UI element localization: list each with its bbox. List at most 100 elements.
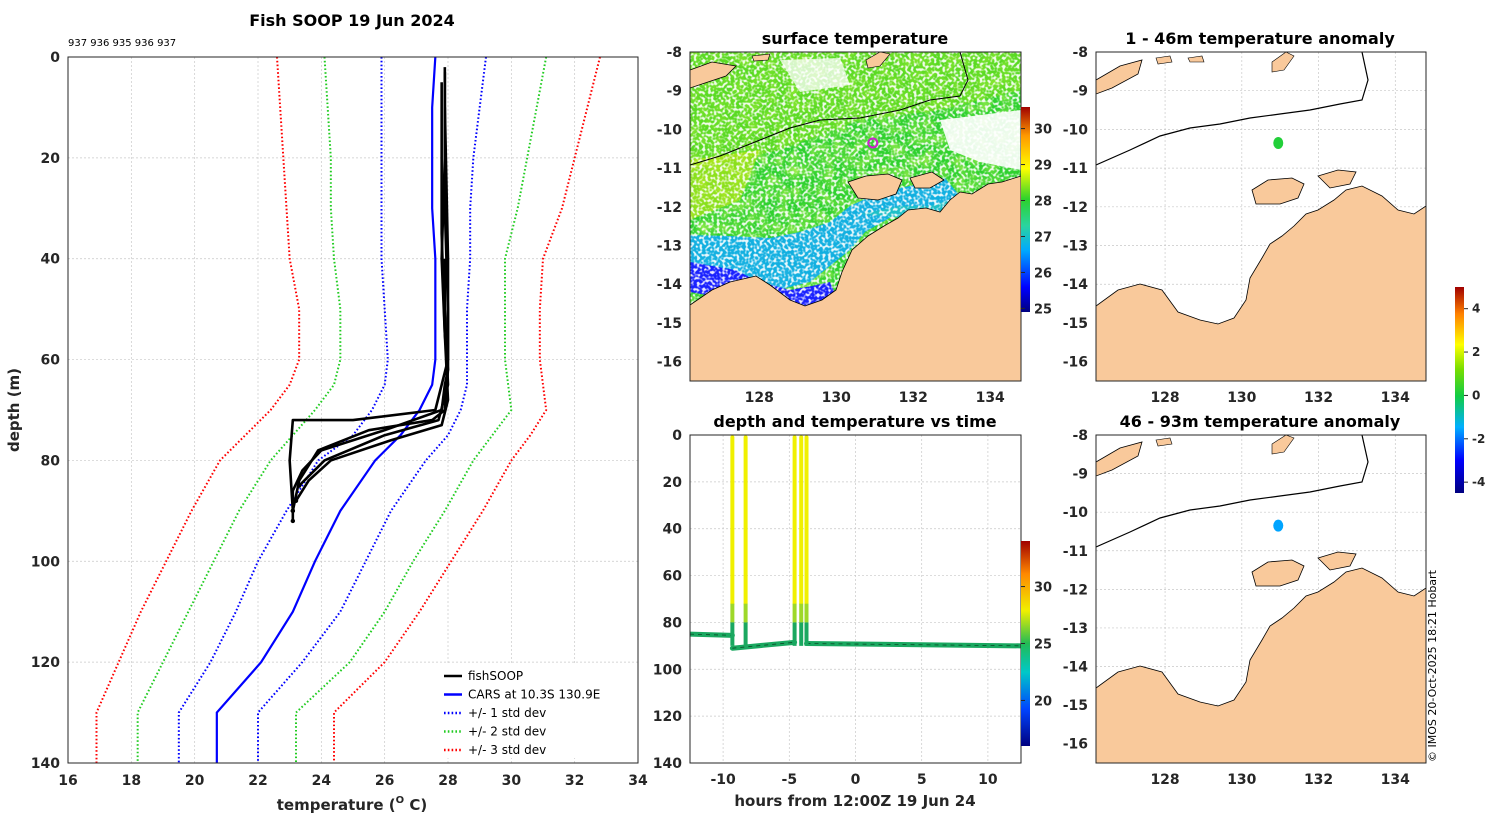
map-lat-tick-label: -14 — [1063, 277, 1089, 293]
legend-label: +/- 2 std dev — [468, 725, 546, 739]
sst-colorbar-label: 26 — [1034, 266, 1052, 281]
anomaly-colorbar-label: 0 — [1472, 388, 1480, 402]
map-lon-tick-label: 134 — [1381, 772, 1410, 788]
profile-series-line — [333, 56, 601, 763]
profile-ytick-label: 60 — [41, 353, 61, 369]
profile-title: Fish SOOP 19 Jun 2024 — [249, 11, 455, 30]
profile-xtick-label: 16 — [58, 773, 77, 789]
profile-subtitle: 937 936 935 936 937 — [68, 38, 176, 49]
map-lat-tick-label: -12 — [1063, 200, 1088, 216]
map-lat-tick-label: -12 — [1063, 582, 1088, 598]
sst-title: surface temperature — [762, 29, 949, 48]
map-lat-tick-label: -9 — [1072, 84, 1088, 100]
map-lat-tick-label: -10 — [657, 122, 683, 138]
profile-ytick-label: 0 — [50, 50, 60, 66]
fishsoop-profile-line — [294, 82, 450, 502]
depth-time-ytick-label: 80 — [663, 615, 683, 631]
profile-series-line — [295, 56, 548, 763]
profile-xtick-label: 34 — [628, 773, 648, 789]
legend-label: +/- 1 std dev — [468, 706, 546, 720]
map-lon-tick-label: 132 — [1304, 390, 1333, 406]
anomaly-shallow-title: 1 - 46m temperature anomaly — [1125, 29, 1395, 48]
depth-time-ytick-label: 120 — [653, 709, 682, 725]
legend-label: +/- 3 std dev — [468, 743, 546, 757]
sst-location-marker — [867, 137, 879, 149]
profile-xtick-label: 20 — [185, 773, 205, 789]
depth-time-ytick-label: 20 — [663, 475, 683, 491]
profile-xtick-label: 28 — [438, 773, 457, 789]
map-lat-tick-label: -10 — [1063, 505, 1089, 521]
depth-time-colorbar — [1021, 541, 1030, 746]
anomaly-map-shallow: 1 - 46m temperature anomaly 128 130 132 134… — [1063, 29, 1427, 406]
map-lat-tick-label: -8 — [666, 45, 682, 61]
sst-colorbar-label: 27 — [1034, 230, 1052, 245]
anomaly-deep-point — [1273, 519, 1284, 532]
anomaly-colorbar — [1455, 287, 1464, 493]
depth-time-ytick-label: 60 — [663, 569, 683, 585]
profile-series-line — [95, 56, 301, 763]
profile-series-line — [257, 56, 487, 763]
map-lat-tick-label: -16 — [1063, 355, 1088, 371]
anomaly-colorbar-label: 2 — [1472, 345, 1480, 359]
map-lat-tick-label: -14 — [657, 277, 683, 293]
profile-ytick-label: 120 — [31, 655, 60, 671]
profile-xlabel: temperature (O C) — [277, 795, 428, 814]
map-lon-tick-label: 130 — [1227, 390, 1256, 406]
profile-xtick-label: 24 — [312, 773, 332, 789]
depth-time-colorbar-label: 20 — [1034, 694, 1052, 709]
depth-time-bottom-track-detail — [732, 641, 795, 649]
legend-label: CARS at 10.3S 130.9E — [468, 688, 600, 702]
map-lat-tick-label: -9 — [1072, 467, 1088, 483]
depth-time-colorbar-label: 30 — [1034, 581, 1052, 596]
map-lat-tick-label: -15 — [1063, 316, 1088, 332]
depth-time-ytick-label: 140 — [653, 756, 682, 772]
map-lat-tick-label: -14 — [1063, 660, 1089, 676]
depth-time-bottom-track-detail — [690, 633, 733, 636]
anomaly-shallow-frame — [1095, 51, 1427, 382]
profile-xtick-label: 22 — [248, 773, 267, 789]
map-lat-tick-label: -11 — [1063, 544, 1088, 560]
map-lon-tick-label: 132 — [899, 390, 928, 406]
anomaly-deep-frame — [1095, 434, 1427, 764]
fishsoop-profile-line — [298, 258, 450, 487]
depth-time-title: depth and temperature vs time — [713, 412, 996, 431]
anomaly-deep-title: 46 - 93m temperature anomaly — [1120, 412, 1401, 431]
map-lat-tick-label: -13 — [657, 239, 682, 255]
depth-time-xtick-label: -5 — [782, 772, 798, 788]
profile-xtick-label: 30 — [502, 773, 522, 789]
map-lon-tick-label: 132 — [1304, 772, 1333, 788]
map-lat-tick-label: -12 — [657, 200, 682, 216]
fishsoop-profile-line — [291, 72, 450, 512]
map-lat-tick-label: -8 — [1072, 45, 1088, 61]
map-lon-tick-label: 130 — [1227, 772, 1256, 788]
profile-ytick-label: 100 — [31, 554, 60, 570]
profile-ytick-label: 140 — [31, 756, 60, 772]
depth-time-ytick-label: 40 — [663, 522, 683, 538]
profile-ytick-label: 40 — [41, 252, 61, 268]
sst-colorbar — [1021, 107, 1030, 312]
map-lon-tick-label: 128 — [1150, 772, 1179, 788]
map-lon-tick-label: 134 — [1381, 390, 1410, 406]
profile-series-line — [136, 56, 342, 763]
depth-time-ytick-label: 100 — [653, 662, 682, 678]
depth-time-xtick-label: 5 — [917, 772, 927, 788]
fishsoop-profile-end — [296, 483, 302, 488]
sst-map: surface temperature — [657, 29, 1052, 406]
map-lat-tick-label: -13 — [1063, 621, 1088, 637]
depth-time-colorbar-label: 25 — [1034, 638, 1052, 653]
fishsoop-profile-end — [290, 508, 296, 514]
map-lat-tick-label: -16 — [1063, 737, 1088, 753]
sst-colorbar-label: 30 — [1034, 123, 1052, 138]
profile-ytick-label: 20 — [41, 151, 61, 167]
legend-label: fishSOOP — [468, 669, 523, 683]
sst-colorbar-label: 25 — [1034, 302, 1052, 317]
map-lat-tick-label: -11 — [657, 161, 682, 177]
map-lat-tick-label: -10 — [1063, 122, 1089, 138]
profile-ylabel: depth (m) — [5, 368, 23, 452]
depth-time-bottom-track — [690, 631, 735, 638]
sst-colorbar-label: 28 — [1034, 195, 1052, 210]
map-lat-tick-label: -15 — [1063, 698, 1088, 714]
profile-xtick-label: 32 — [565, 773, 584, 789]
fishsoop-profile-line — [288, 107, 450, 511]
